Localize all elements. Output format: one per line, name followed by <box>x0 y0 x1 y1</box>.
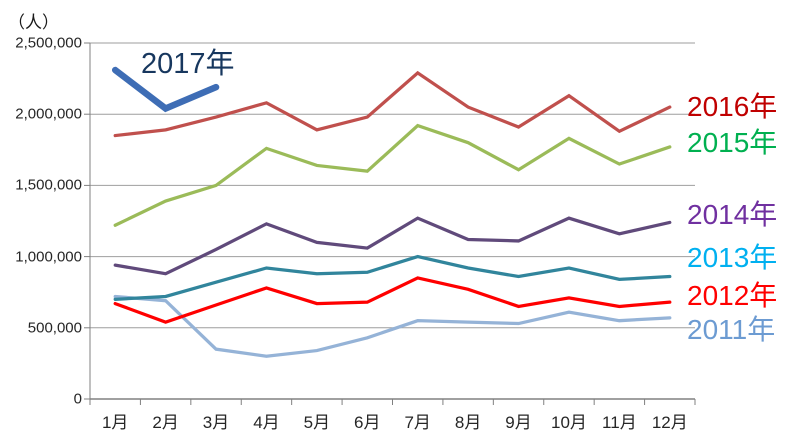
y-tick-label: 1,000,000 <box>15 248 82 266</box>
x-tick-label: 8月 <box>454 413 482 432</box>
series-label-2013: 2013年 <box>687 242 778 273</box>
x-tick-label: 9月 <box>505 413 532 432</box>
series-line-2012 <box>113 276 672 324</box>
y-tick-label: 2,000,000 <box>15 105 82 123</box>
x-tick-label: 4月 <box>253 413 280 432</box>
series-line-2014 <box>113 216 672 276</box>
series-line-2015 <box>113 123 672 227</box>
series-line-2011 <box>113 294 672 358</box>
series-label-2011: 2011年 <box>687 314 776 345</box>
series-line-2016 <box>113 70 672 138</box>
series-label-2012: 2012年 <box>687 280 778 311</box>
x-tick-label: 3月 <box>202 413 230 432</box>
series-label-2017: 2017年 <box>141 48 235 80</box>
y-tick-label: 2,500,000 <box>15 34 82 52</box>
x-tick-label: 6月 <box>354 413 381 432</box>
x-tick-label: 12月 <box>651 413 688 432</box>
y-tick-label: 0 <box>73 390 82 408</box>
y-tick-label: 1,500,000 <box>15 176 82 194</box>
x-tick-label: 5月 <box>303 413 331 432</box>
y-axis-unit-label: （人） <box>8 13 59 32</box>
x-tick-label: 10月 <box>550 413 587 432</box>
y-tick-label: 500,000 <box>27 319 82 337</box>
series-label-2016: 2016年 <box>687 91 778 122</box>
x-tick-label: 2月 <box>152 413 179 432</box>
x-tick-label: 1月 <box>101 413 129 432</box>
series-line-2013 <box>113 254 672 301</box>
x-tick-label: 7月 <box>404 413 431 432</box>
series-line-2017 <box>111 66 220 113</box>
x-tick-label: 11月 <box>602 413 637 432</box>
series-label-2014: 2014年 <box>687 199 778 230</box>
series-label-2015: 2015年 <box>687 127 778 158</box>
